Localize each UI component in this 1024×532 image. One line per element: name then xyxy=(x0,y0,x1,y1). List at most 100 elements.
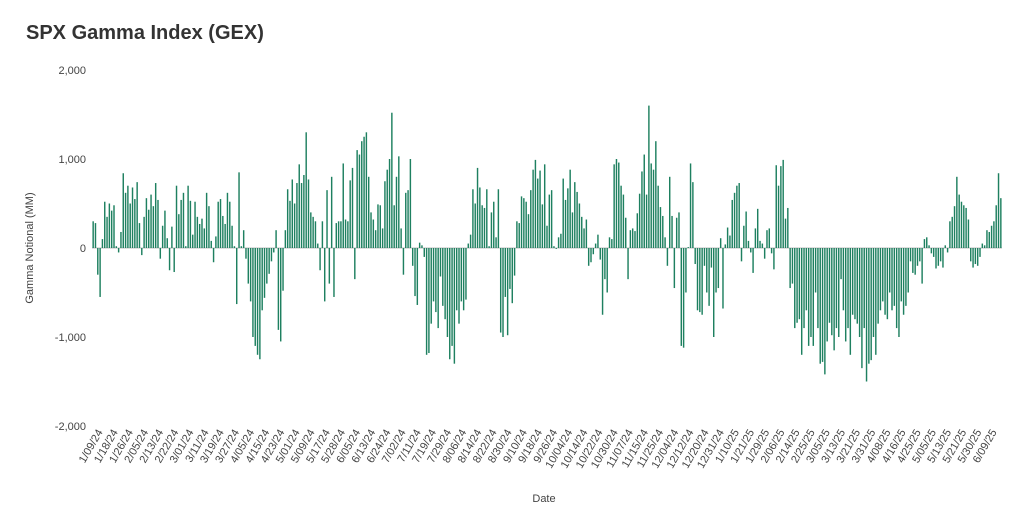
bar xyxy=(108,203,111,248)
bar xyxy=(995,205,997,248)
bar xyxy=(222,215,224,248)
bar xyxy=(608,237,611,248)
bar xyxy=(902,248,905,315)
bar xyxy=(694,248,696,265)
bar xyxy=(669,176,671,248)
bar xyxy=(731,199,733,248)
bar xyxy=(175,185,178,248)
bar xyxy=(161,225,164,248)
bar xyxy=(685,248,687,293)
bar xyxy=(129,203,131,248)
bar xyxy=(856,248,858,324)
bar xyxy=(592,248,595,255)
bar xyxy=(110,210,113,248)
bar xyxy=(710,248,713,268)
bar xyxy=(154,183,157,248)
bar xyxy=(187,185,189,248)
bar xyxy=(655,141,657,248)
bar xyxy=(242,230,245,248)
bar xyxy=(932,248,935,257)
bar xyxy=(157,199,159,248)
bar xyxy=(437,248,439,329)
bar xyxy=(759,240,761,248)
bar xyxy=(138,223,141,248)
bar xyxy=(587,248,590,266)
bar xyxy=(460,248,463,302)
bar xyxy=(472,189,474,248)
bar xyxy=(386,169,388,248)
bar xyxy=(319,248,321,271)
bar xyxy=(367,176,370,248)
bar xyxy=(131,187,134,248)
bar xyxy=(219,199,222,248)
bar xyxy=(664,237,666,248)
bar xyxy=(960,201,963,248)
bar xyxy=(578,203,581,248)
bar xyxy=(171,226,173,248)
bar xyxy=(884,248,886,315)
bar xyxy=(631,228,634,248)
bar xyxy=(425,248,428,355)
bar xyxy=(868,248,870,364)
bar xyxy=(407,190,409,248)
bar xyxy=(958,194,960,248)
bar xyxy=(949,221,951,248)
bar xyxy=(381,228,384,248)
bar xyxy=(1000,198,1002,248)
bar xyxy=(379,205,381,248)
bar xyxy=(810,248,812,337)
bar xyxy=(268,248,270,274)
bar xyxy=(678,212,680,248)
bar xyxy=(733,192,736,248)
bar xyxy=(657,185,659,248)
bar xyxy=(844,248,847,342)
bar xyxy=(618,162,620,248)
bar xyxy=(539,170,541,248)
bar xyxy=(722,248,724,309)
chart-title: SPX Gamma Index (GEX) xyxy=(26,22,264,44)
bar xyxy=(967,219,970,248)
y-axis-ticks: 2,000 1,000 0 -1,000 -2,000 xyxy=(55,65,86,433)
bar xyxy=(173,248,175,273)
bar xyxy=(344,219,347,248)
bar xyxy=(622,194,625,248)
bar xyxy=(152,206,155,248)
bar xyxy=(590,248,592,263)
bar xyxy=(615,159,618,248)
bar xyxy=(905,248,907,306)
bar xyxy=(824,248,826,375)
bar xyxy=(599,248,601,260)
bar xyxy=(323,248,326,302)
bar xyxy=(479,187,481,248)
bar xyxy=(458,248,460,324)
bar xyxy=(439,248,442,277)
bar xyxy=(877,248,879,324)
bar xyxy=(555,248,557,249)
bar xyxy=(256,248,259,355)
bar xyxy=(937,248,940,266)
bar xyxy=(530,190,532,248)
bar xyxy=(164,210,166,248)
bar xyxy=(817,248,819,329)
bar xyxy=(963,205,965,248)
bar xyxy=(224,223,226,248)
bar xyxy=(687,247,689,248)
bar xyxy=(773,248,775,270)
bar xyxy=(502,248,504,337)
bar xyxy=(821,248,824,362)
bar xyxy=(754,228,757,248)
bar xyxy=(298,164,300,248)
bar xyxy=(891,248,893,311)
x-axis-ticks: 1/09/241/18/241/26/242/05/242/13/242/22/… xyxy=(77,428,1000,471)
bar xyxy=(291,179,294,248)
bar xyxy=(652,169,655,248)
bar xyxy=(518,223,520,248)
y-tick-label: 0 xyxy=(80,243,86,255)
bar xyxy=(763,248,766,259)
bar xyxy=(284,230,287,248)
bar xyxy=(861,248,863,369)
bar xyxy=(363,136,365,248)
bar xyxy=(465,248,467,300)
bar xyxy=(629,230,632,248)
